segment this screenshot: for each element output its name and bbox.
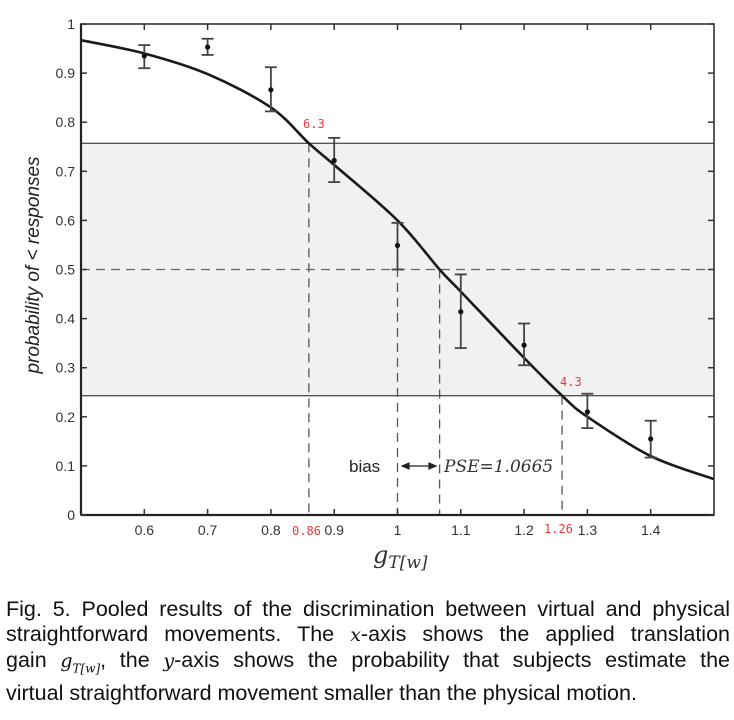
caption-line-2: straightforward movements. The x-axis sh… — [6, 622, 731, 646]
y-tick-label: 0.9 — [56, 65, 76, 81]
x-tick-label: 0.9 — [324, 522, 344, 538]
x-tick-label: 1 — [394, 522, 402, 538]
y-tick-label: 0.8 — [56, 114, 76, 130]
x-tick-label: 1.2 — [514, 522, 534, 538]
red-xtick-126: 1.26 — [544, 522, 573, 536]
x-tick-label: 1.4 — [641, 522, 661, 538]
data-point — [138, 44, 151, 70]
y-tick-label: 0 — [67, 507, 75, 523]
bias-label: bias — [349, 457, 380, 476]
caption-line-4: virtual straightforward movement smaller… — [6, 681, 637, 706]
axes — [79, 23, 715, 517]
data-point — [454, 273, 467, 349]
error-bars — [138, 37, 657, 459]
data-point — [264, 66, 277, 113]
psychometric-chart: 0.6 0.7 0.8 0.9 1 1.1 1.2 1.3 1.4 0 0.1 0.2 0.3 0.4 0.… — [23, 16, 715, 573]
data-point — [644, 419, 657, 459]
caption-line-1: Fig. 5. Pooled results of the discrimina… — [6, 597, 730, 621]
data-point — [518, 322, 531, 367]
y-tick-label: 1 — [67, 16, 75, 32]
pse-label: PSE=1.0665 — [443, 457, 553, 477]
figure-caption: Fig. 5. Pooled results of the discrimina… — [6, 597, 730, 706]
x-tick-label: 1.3 — [578, 522, 598, 538]
x-tick-label: 0.6 — [135, 522, 155, 538]
y-tick-label: 0.4 — [56, 311, 76, 327]
tick-labels: 0.6 0.7 0.8 0.9 1 1.1 1.2 1.3 1.4 0 0.1 0.2 0.3 0.4 0.… — [56, 16, 661, 538]
y-tick-label: 0.1 — [56, 458, 76, 474]
x-axis-label: gT[w] — [373, 541, 428, 573]
fitted-curve — [80, 38, 715, 481]
bias-arrow-icon — [400, 462, 438, 470]
red-annotation-bottom: 4.3 — [560, 375, 582, 389]
red-annotation-top: 6.3 — [303, 117, 325, 131]
red-xtick-086: 0.86 — [292, 524, 321, 538]
data-point — [328, 137, 341, 184]
x-tick-label: 0.8 — [261, 522, 281, 538]
data-point — [581, 392, 594, 429]
y-tick-label: 0.7 — [56, 163, 76, 179]
caption-line-3: gain gT[w], the y-axis shows the probabi… — [6, 648, 731, 676]
y-tick-label: 0.3 — [56, 360, 76, 376]
y-tick-label: 0.2 — [56, 409, 76, 425]
y-tick-label: 0.5 — [56, 262, 76, 278]
y-axis-label: probability of < responses — [23, 156, 44, 375]
data-point — [201, 37, 214, 56]
data-point — [391, 221, 404, 271]
x-tick-label: 1.1 — [451, 522, 471, 538]
y-tick-label: 0.6 — [56, 212, 76, 228]
x-tick-label: 0.7 — [198, 522, 218, 538]
